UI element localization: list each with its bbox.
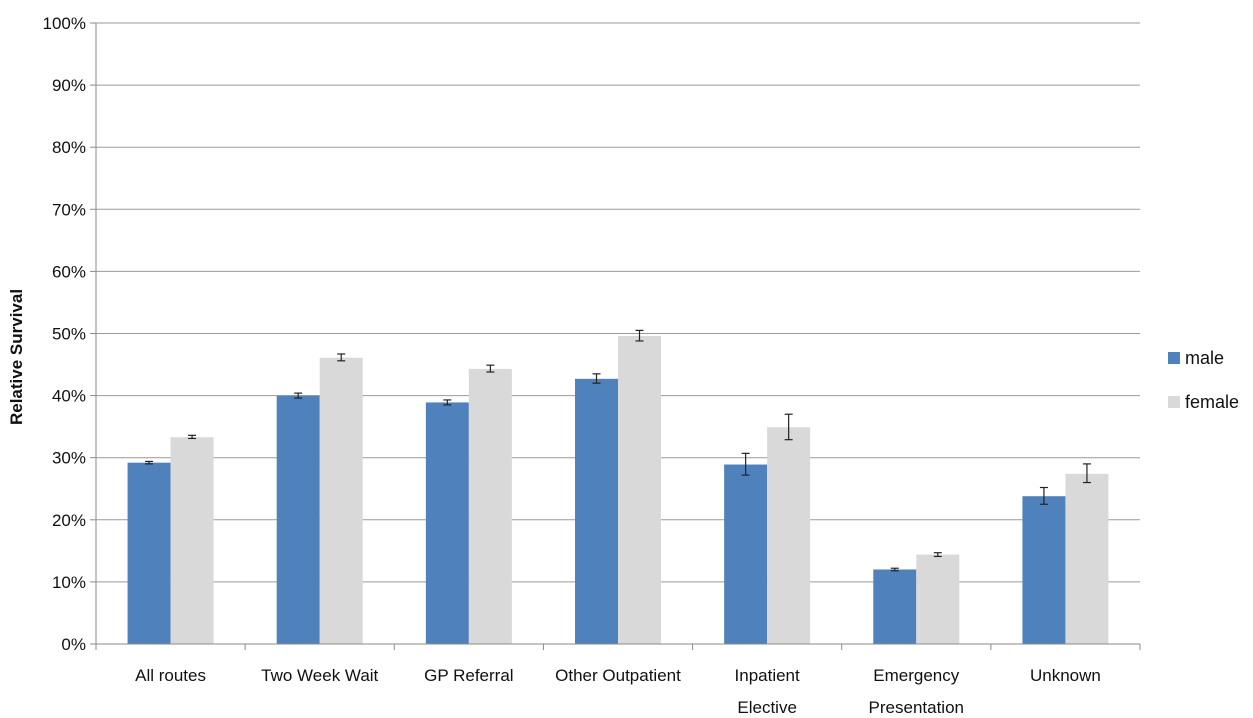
y-tick-label: 70% bbox=[52, 200, 86, 219]
bar-female bbox=[618, 335, 661, 644]
y-tick-label: 60% bbox=[52, 262, 86, 281]
legend: male female bbox=[1168, 348, 1239, 412]
x-category-label: Presentation bbox=[869, 698, 964, 717]
x-category-label: Inpatient bbox=[735, 666, 800, 685]
bar-female bbox=[319, 357, 363, 644]
y-axis-title: Relative Survival bbox=[7, 289, 26, 425]
bar-female bbox=[1065, 473, 1109, 644]
bars bbox=[127, 335, 1109, 644]
y-tick-label: 0% bbox=[61, 635, 86, 654]
legend-label-female: female bbox=[1185, 392, 1239, 412]
y-tick-label: 90% bbox=[52, 76, 86, 95]
y-axis-ticks: 0% 10% 20% 30% 40% 50% 60% 70% 80% 90% 100% bbox=[43, 14, 86, 654]
x-category-label: Emergency bbox=[873, 666, 959, 685]
legend-label-male: male bbox=[1185, 348, 1224, 368]
bar-male bbox=[575, 378, 618, 644]
y-tick-label: 10% bbox=[52, 573, 86, 592]
bar-female bbox=[916, 554, 960, 644]
y-tick-label: 20% bbox=[52, 511, 86, 530]
bar-male bbox=[276, 395, 320, 644]
y-tick-label: 30% bbox=[52, 449, 86, 468]
bar-male bbox=[724, 464, 768, 644]
error-bars bbox=[145, 329, 1091, 572]
bar-female bbox=[767, 427, 811, 644]
x-category-label: Unknown bbox=[1030, 666, 1101, 685]
bar-female bbox=[170, 437, 214, 644]
y-tick-label: 100% bbox=[43, 14, 86, 33]
gridlines bbox=[96, 22, 1140, 583]
bar-male bbox=[127, 462, 171, 644]
y-tick-label: 80% bbox=[52, 138, 86, 157]
x-category-label: All routes bbox=[135, 666, 206, 685]
bar-male bbox=[1022, 496, 1066, 644]
legend-swatch-female bbox=[1168, 396, 1180, 408]
legend-swatch-male bbox=[1168, 352, 1180, 364]
bar-male bbox=[873, 569, 917, 644]
y-tick-label: 50% bbox=[52, 325, 86, 344]
x-category-label: Elective bbox=[737, 698, 797, 717]
x-category-label: GP Referral bbox=[424, 666, 513, 685]
x-axis-labels: All routes Two Week Wait GP Referral Other … bbox=[135, 666, 1101, 717]
x-category-label: Other Outpatient bbox=[555, 666, 681, 685]
x-category-label: Two Week Wait bbox=[261, 666, 378, 685]
axes bbox=[90, 22, 1141, 650]
bar-female bbox=[468, 368, 512, 644]
y-tick-label: 40% bbox=[52, 387, 86, 406]
bar-male bbox=[425, 402, 469, 644]
